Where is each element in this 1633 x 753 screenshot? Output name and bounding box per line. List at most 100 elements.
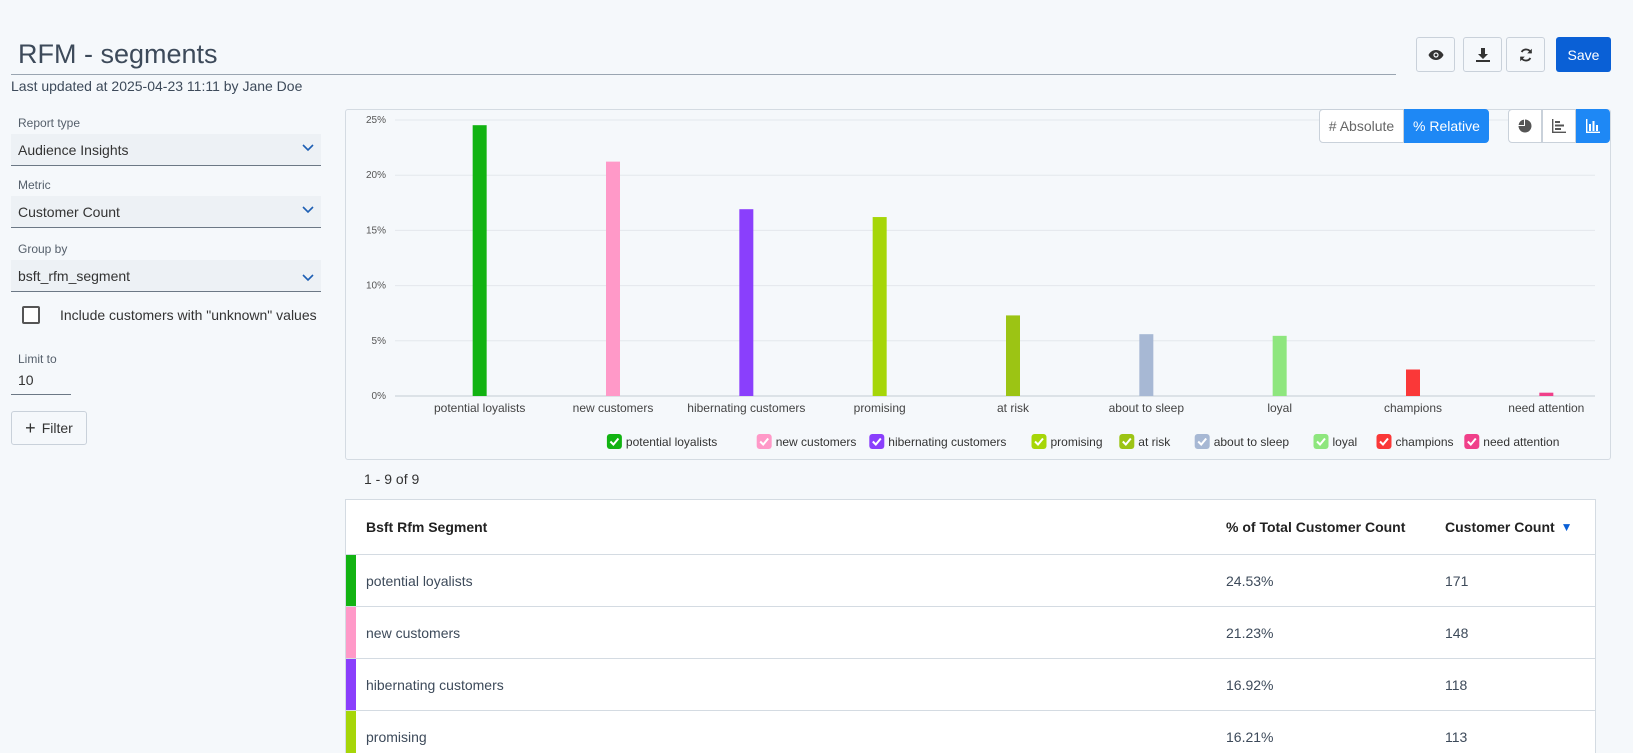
legend-item[interactable]: new customers bbox=[756, 434, 857, 449]
column-header-percent[interactable]: % of Total Customer Count bbox=[1226, 519, 1406, 535]
segment-cell: potential loyalists bbox=[366, 572, 473, 589]
x-tick-label: champions bbox=[1384, 401, 1442, 415]
preview-button[interactable] bbox=[1416, 37, 1455, 72]
table-row[interactable]: hibernating customers 16.92% 118 bbox=[346, 659, 1595, 711]
legend-label: about to sleep bbox=[1214, 435, 1290, 449]
table-row[interactable]: promising 16.21% 113 bbox=[346, 711, 1595, 753]
count-cell: 171 bbox=[1445, 572, 1469, 589]
count-cell: 148 bbox=[1445, 624, 1469, 641]
legend-checkbox[interactable] bbox=[1194, 434, 1210, 449]
segment-color-swatch bbox=[346, 555, 356, 606]
limit-input[interactable]: 10 bbox=[11, 366, 71, 395]
column-header-segment[interactable]: Bsft Rfm Segment bbox=[366, 519, 488, 535]
legend-checkbox[interactable] bbox=[1031, 434, 1047, 449]
legend-item[interactable]: about to sleep bbox=[1194, 434, 1290, 449]
legend-item[interactable]: potential loyalists bbox=[606, 434, 717, 449]
chevron-down-icon bbox=[302, 144, 314, 152]
percent-cell: 16.92% bbox=[1226, 676, 1274, 693]
check-icon bbox=[1122, 437, 1132, 446]
segment-cell: hibernating customers bbox=[366, 676, 504, 693]
y-tick-label: 0% bbox=[372, 391, 387, 402]
value-mode-toggle: # Absolute % Relative bbox=[1319, 109, 1489, 143]
legend-checkbox[interactable] bbox=[606, 434, 622, 449]
legend-label: hibernating customers bbox=[888, 435, 1006, 449]
table-row[interactable]: new customers 21.23% 148 bbox=[346, 607, 1595, 659]
metric-select[interactable]: Customer Count bbox=[11, 196, 321, 228]
include-unknown-label: Include customers with "unknown" values bbox=[60, 307, 317, 323]
x-tick-label: promising bbox=[854, 401, 906, 415]
segment-color-swatch bbox=[346, 711, 356, 753]
percent-cell: 16.21% bbox=[1226, 728, 1274, 745]
chevron-down-icon bbox=[302, 206, 314, 214]
x-tick-label: new customers bbox=[573, 401, 654, 415]
y-tick-label: 10% bbox=[366, 281, 386, 292]
y-tick-label: 25% bbox=[366, 115, 386, 126]
segment-cell: new customers bbox=[366, 624, 461, 641]
legend-label: loyal bbox=[1333, 435, 1358, 449]
refresh-button[interactable] bbox=[1506, 37, 1545, 72]
plus-icon: + bbox=[25, 417, 36, 438]
x-tick-label: need attention bbox=[1508, 401, 1584, 415]
legend-item[interactable]: need attention bbox=[1464, 434, 1559, 449]
group-by-field: Group by bsft_rfm_segment bbox=[11, 242, 321, 292]
check-icon bbox=[1316, 437, 1326, 446]
legend-checkbox[interactable] bbox=[1119, 434, 1135, 449]
chart-bar bbox=[1139, 334, 1154, 396]
legend-checkbox[interactable] bbox=[869, 434, 885, 449]
check-icon bbox=[1379, 437, 1389, 446]
group-by-select[interactable]: bsft_rfm_segment bbox=[11, 260, 321, 292]
x-tick-label: hibernating customers bbox=[687, 401, 805, 415]
chart-bar bbox=[1006, 315, 1020, 396]
chart-bar bbox=[739, 209, 754, 396]
last-updated-text: Last updated at 2025-04-23 11:11 by Jane… bbox=[11, 78, 303, 94]
check-icon bbox=[1467, 437, 1477, 446]
add-filter-button[interactable]: + Filter bbox=[11, 411, 87, 445]
refresh-icon bbox=[1519, 48, 1532, 61]
include-unknown-checkbox[interactable] bbox=[22, 306, 40, 324]
legend-item[interactable]: loyal bbox=[1313, 434, 1358, 449]
download-button[interactable] bbox=[1463, 37, 1502, 72]
column-header-count[interactable]: Customer Count ▼ bbox=[1445, 519, 1573, 535]
legend-item[interactable]: champions bbox=[1376, 434, 1454, 449]
metric-label: Metric bbox=[18, 178, 51, 192]
chart-bar bbox=[472, 125, 487, 397]
chart-type-selector bbox=[1508, 109, 1610, 143]
chart-bar bbox=[1272, 335, 1287, 396]
count-cell: 113 bbox=[1445, 728, 1468, 745]
metric-field: Metric Customer Count bbox=[11, 178, 321, 228]
report-type-label: Report type bbox=[18, 116, 81, 130]
group-by-label: Group by bbox=[18, 242, 68, 256]
report-type-field: Report type Audience Insights bbox=[11, 116, 321, 166]
y-tick-label: 20% bbox=[366, 170, 386, 181]
horizontal-bar-button[interactable] bbox=[1542, 109, 1576, 143]
check-icon bbox=[1197, 437, 1207, 446]
eye-icon bbox=[1428, 49, 1443, 60]
include-unknown-row[interactable]: Include customers with "unknown" values bbox=[22, 306, 317, 324]
check-icon bbox=[609, 437, 620, 446]
report-type-select[interactable]: Audience Insights bbox=[11, 134, 321, 166]
legend-item[interactable]: promising bbox=[1031, 434, 1103, 449]
legend-checkbox[interactable] bbox=[1376, 434, 1392, 449]
pie-chart-button[interactable] bbox=[1508, 109, 1542, 143]
report-title-input[interactable]: RFM - segments bbox=[11, 34, 1396, 75]
table-row[interactable]: potential loyalists 24.53% 171 bbox=[346, 555, 1595, 607]
chart-panel bbox=[345, 109, 1611, 460]
vertical-bar-button[interactable] bbox=[1576, 109, 1610, 143]
check-icon bbox=[1034, 437, 1044, 446]
report-type-value: Audience Insights bbox=[18, 141, 129, 158]
legend-checkbox[interactable] bbox=[756, 434, 772, 449]
legend-checkbox[interactable] bbox=[1464, 434, 1480, 449]
segment-cell: promising bbox=[366, 728, 427, 745]
count-cell: 118 bbox=[1445, 676, 1468, 693]
table-body: potential loyalists 24.53% 171 new customer… bbox=[346, 555, 1595, 753]
save-button[interactable]: Save bbox=[1556, 37, 1611, 72]
check-icon bbox=[759, 437, 769, 446]
legend-item[interactable]: hibernating customers bbox=[869, 434, 1006, 449]
limit-label: Limit to bbox=[18, 352, 57, 366]
horizontal-bar-icon bbox=[1552, 119, 1566, 133]
relative-toggle[interactable]: % Relative bbox=[1404, 109, 1489, 143]
legend-item[interactable]: at risk bbox=[1119, 434, 1171, 449]
bar-chart: 0% 5% 10% 15% 20% 25% potential loyalists new c… bbox=[366, 115, 1595, 449]
absolute-toggle[interactable]: # Absolute bbox=[1319, 109, 1404, 143]
legend-checkbox[interactable] bbox=[1313, 434, 1329, 449]
